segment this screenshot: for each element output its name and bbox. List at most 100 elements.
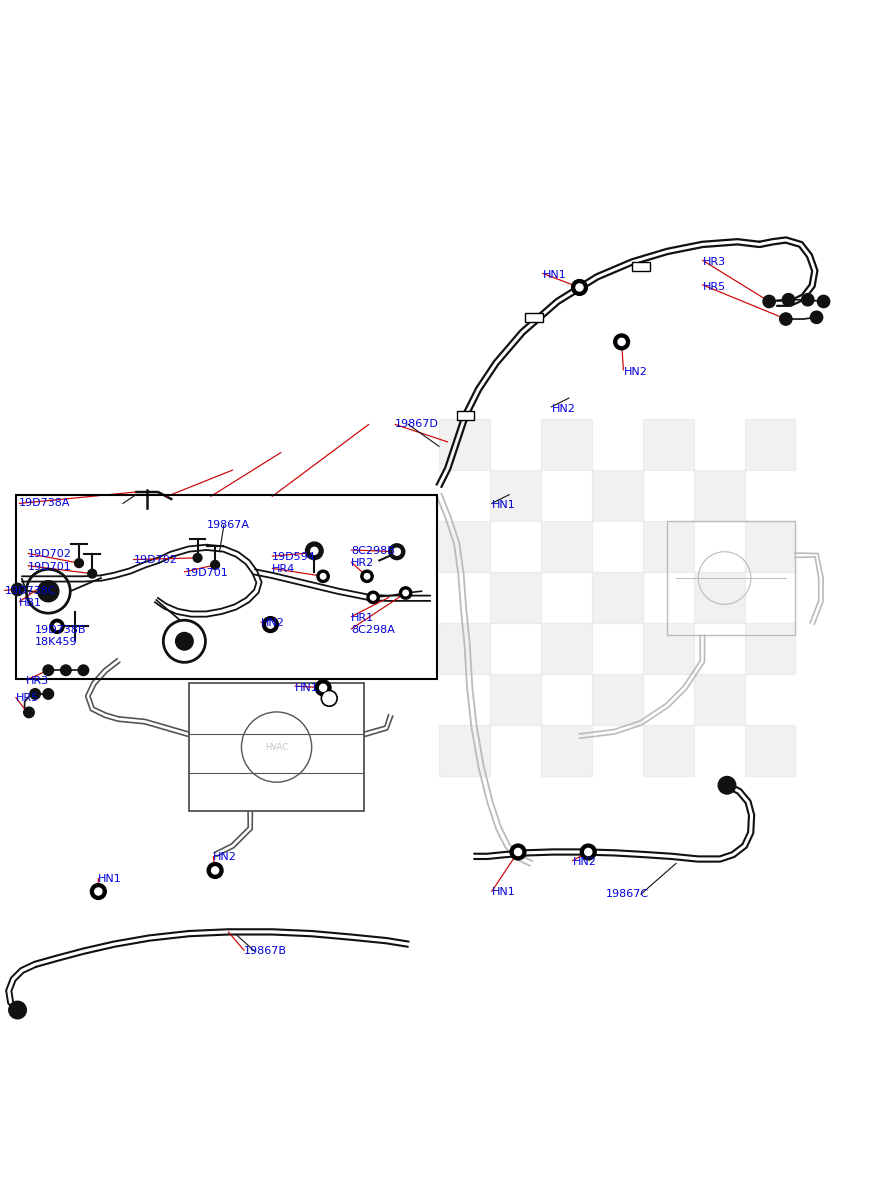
Text: 19D738C: 19D738C: [4, 587, 56, 596]
Circle shape: [514, 848, 521, 856]
Circle shape: [816, 295, 829, 307]
Bar: [693, 572, 744, 623]
Text: HN2: HN2: [551, 403, 574, 414]
Bar: [642, 725, 693, 775]
Text: 19D738B: 19D738B: [35, 625, 87, 635]
Circle shape: [575, 284, 582, 290]
Bar: [524, 313, 542, 322]
Bar: [540, 419, 591, 470]
Bar: [693, 673, 744, 725]
Bar: [489, 470, 540, 521]
Circle shape: [78, 665, 89, 676]
Text: 19867B: 19867B: [244, 946, 287, 956]
Text: HN2: HN2: [260, 618, 284, 628]
Bar: [438, 725, 489, 775]
Circle shape: [75, 559, 83, 568]
Text: 8C298B: 8C298B: [351, 546, 395, 556]
Text: 8C298A: 8C298A: [351, 625, 395, 635]
Circle shape: [211, 866, 218, 874]
Circle shape: [613, 334, 629, 349]
Bar: [744, 725, 795, 775]
Circle shape: [779, 313, 791, 325]
Bar: [489, 673, 540, 725]
Circle shape: [11, 583, 24, 595]
Circle shape: [315, 680, 331, 696]
Circle shape: [50, 619, 64, 634]
Bar: [438, 623, 489, 673]
Circle shape: [310, 547, 317, 554]
Text: HN1: HN1: [98, 875, 122, 884]
Circle shape: [717, 776, 735, 794]
Circle shape: [801, 294, 813, 306]
Bar: [631, 262, 649, 271]
Text: HVAC: HVAC: [265, 743, 288, 751]
Bar: [189, 684, 364, 811]
Text: 19867C: 19867C: [605, 889, 648, 899]
Bar: [642, 623, 693, 673]
Bar: [591, 572, 642, 623]
Bar: [642, 419, 693, 470]
Text: HR3: HR3: [26, 676, 49, 685]
Text: 19D702: 19D702: [28, 550, 72, 559]
Circle shape: [24, 707, 34, 718]
Circle shape: [267, 622, 274, 628]
Text: HN1: HN1: [295, 683, 318, 692]
Bar: [642, 521, 693, 572]
Text: HN1: HN1: [542, 270, 566, 280]
Circle shape: [781, 294, 794, 306]
Circle shape: [30, 689, 40, 700]
Circle shape: [319, 684, 326, 691]
Bar: [693, 470, 744, 521]
Circle shape: [364, 574, 369, 580]
Text: 19D738A: 19D738A: [19, 498, 71, 509]
Text: HN1: HN1: [491, 500, 515, 510]
Text: HR5: HR5: [16, 694, 39, 703]
Circle shape: [617, 338, 624, 346]
Circle shape: [305, 542, 323, 559]
Text: HN1: HN1: [491, 887, 515, 898]
Bar: [489, 572, 540, 623]
Circle shape: [262, 617, 278, 632]
Bar: [591, 470, 642, 521]
Bar: [438, 521, 489, 572]
Circle shape: [510, 844, 525, 860]
Text: 19867A: 19867A: [206, 521, 249, 530]
Text: 19867D: 19867D: [395, 420, 438, 430]
Circle shape: [360, 570, 373, 582]
Circle shape: [90, 883, 106, 899]
Bar: [540, 623, 591, 673]
Circle shape: [43, 665, 53, 676]
Bar: [540, 521, 591, 572]
Circle shape: [43, 689, 53, 700]
Circle shape: [580, 844, 595, 860]
Text: HN2: HN2: [213, 852, 237, 863]
Circle shape: [210, 560, 219, 569]
Bar: [667, 521, 794, 635]
Circle shape: [762, 295, 774, 307]
Text: 18K459: 18K459: [35, 637, 78, 647]
Circle shape: [584, 848, 591, 856]
Text: 19D594: 19D594: [272, 552, 316, 562]
Text: HR5: HR5: [702, 282, 724, 292]
Circle shape: [399, 587, 411, 599]
Text: HR4: HR4: [272, 564, 295, 575]
Text: 19D702: 19D702: [133, 556, 177, 565]
Circle shape: [38, 581, 59, 601]
Circle shape: [367, 592, 379, 604]
Circle shape: [320, 574, 325, 580]
Circle shape: [317, 570, 329, 582]
Bar: [591, 673, 642, 725]
Text: HR1: HR1: [351, 612, 374, 623]
Circle shape: [393, 548, 400, 556]
Circle shape: [321, 690, 337, 707]
Bar: [438, 419, 489, 470]
Circle shape: [571, 280, 587, 295]
Text: HB1: HB1: [19, 598, 42, 607]
Text: 19D701: 19D701: [184, 568, 228, 577]
Circle shape: [370, 595, 375, 600]
Circle shape: [403, 590, 408, 595]
Bar: [456, 412, 474, 420]
Bar: [744, 419, 795, 470]
Circle shape: [9, 1001, 26, 1019]
Circle shape: [53, 623, 61, 630]
